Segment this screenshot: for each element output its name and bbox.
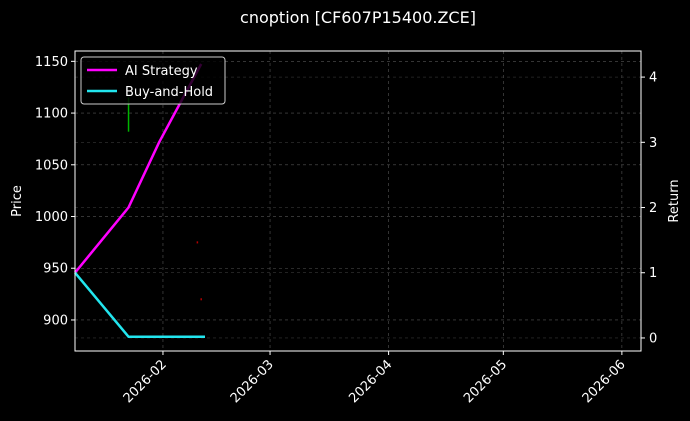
- y-tick-label: 1050: [35, 158, 68, 173]
- legend: AI Strategy Buy-and-Hold: [80, 56, 226, 105]
- y-axis-right: 0 1 2 3 4: [641, 71, 657, 346]
- y2-tick-label: 2: [649, 201, 657, 216]
- x-axis: 2026-02 2026-03 2026-04 2026-05 2026-06: [121, 351, 629, 406]
- x-tick-label: 2026-06: [580, 357, 629, 406]
- x-tick-label: 2026-03: [228, 357, 277, 406]
- y-axis-label: Price: [10, 185, 25, 217]
- y2-tick-label: 1: [649, 266, 657, 281]
- y-tick-label: 1150: [35, 55, 68, 70]
- chart-title: cnoption [CF607P15400.ZCE]: [240, 8, 476, 27]
- y2-tick-label: 4: [649, 71, 657, 86]
- y-tick-label: 1000: [35, 210, 68, 225]
- return-series: [74, 63, 205, 338]
- legend-label-buy-and-hold: Buy-and-Hold: [125, 85, 213, 100]
- y2-axis-label: Return: [667, 179, 682, 222]
- x-tick-label: 2026-02: [121, 357, 170, 406]
- y-tick-label: 1100: [35, 107, 68, 122]
- price-candles: [127, 97, 202, 301]
- y-axis-left: 900 950 1000 1050 1100 1150: [35, 55, 75, 328]
- legend-label-ai-strategy: AI Strategy: [125, 64, 198, 79]
- plot-frame: [74, 50, 642, 352]
- x-tick-label: 2026-04: [346, 357, 395, 406]
- y2-tick-label: 0: [649, 331, 657, 346]
- y-tick-label: 950: [43, 262, 68, 277]
- x-tick-label: 2026-05: [461, 357, 510, 406]
- y-tick-label: 900: [43, 313, 68, 328]
- y2-tick-label: 3: [649, 136, 657, 151]
- buy-and-hold-line: [74, 271, 205, 338]
- grid-lines: [75, 51, 641, 351]
